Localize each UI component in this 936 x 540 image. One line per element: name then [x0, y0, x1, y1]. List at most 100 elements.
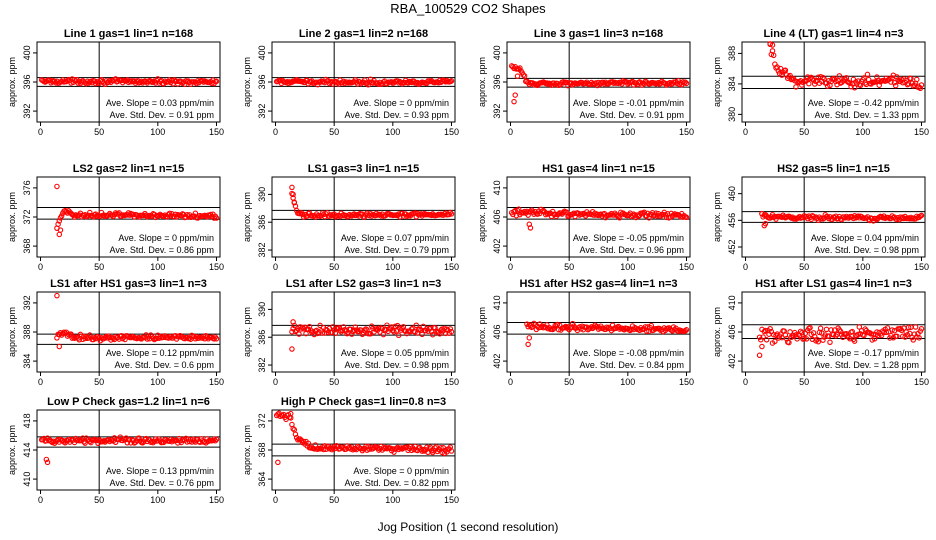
- y-tick-label: 372: [22, 209, 32, 224]
- data-point: [760, 334, 766, 340]
- x-tick-label: 100: [620, 127, 635, 137]
- data-point: [447, 209, 454, 216]
- x-tick-label: 50: [329, 262, 339, 272]
- data-point: [390, 446, 396, 452]
- data-point: [332, 330, 339, 337]
- data-point: [856, 324, 863, 330]
- x-tick-label: 0: [743, 127, 748, 137]
- y-tick-label: 380: [727, 107, 737, 122]
- slope-annotation: Ave. Slope = -0.08 ppm/min: [573, 348, 684, 358]
- x-tick-label: 0: [38, 127, 43, 137]
- data-point: [851, 338, 858, 344]
- panel-title: LS1 gas=3 lin=1 n=15: [308, 163, 420, 175]
- data-point: [914, 76, 920, 83]
- data-point: [849, 328, 856, 335]
- data-point: [616, 215, 623, 221]
- data-point: [391, 449, 397, 455]
- data-point: [319, 330, 326, 336]
- x-tick-label: 100: [385, 377, 400, 387]
- data-point: [150, 335, 156, 341]
- x-tick-label: 150: [679, 377, 694, 387]
- data-point: [210, 437, 216, 444]
- data-point: [199, 78, 206, 84]
- data-point: [44, 459, 51, 466]
- x-tick-label: 50: [564, 262, 574, 272]
- data-point: [683, 214, 690, 221]
- panel-title: Line 4 (LT) gas=1 lin=4 n=3: [763, 28, 903, 40]
- data-point: [912, 324, 919, 330]
- data-point: [78, 79, 85, 85]
- panel: HS1 after LS1 gas=4 lin=1 n=3 0 50 100 150 40…: [712, 278, 929, 387]
- x-tick-label: 100: [150, 377, 165, 387]
- x-tick-label: 50: [564, 377, 574, 387]
- data-point: [299, 324, 306, 331]
- x-tick-label: 100: [385, 127, 400, 137]
- panel-title: High P Check gas=1 lin=0.8 n=3: [281, 396, 446, 408]
- x-tick-label: 0: [743, 262, 748, 272]
- x-tick-label: 150: [444, 495, 459, 505]
- y-tick-label: 402: [727, 354, 737, 369]
- data-point: [683, 80, 690, 87]
- panel-grid: Line 1 gas=1 lin=1 n=168 0 50 100 150 392 396 4…: [7, 28, 929, 505]
- plot-frame: [741, 41, 926, 123]
- panel-title: HS2 gas=5 lin=1 n=15: [777, 163, 890, 175]
- data-point: [514, 73, 521, 79]
- data-point: [833, 78, 839, 85]
- slope-annotation: Ave. Slope = -0.42 ppm/min: [808, 98, 919, 108]
- slope-annotation: Ave. Slope = 0.07 ppm/min: [341, 233, 449, 243]
- data-point: [772, 338, 778, 345]
- y-axis-label: approx. ppm: [7, 192, 17, 242]
- slope-annotation: Ave. Slope = -0.05 ppm/min: [573, 233, 684, 243]
- data-point: [399, 210, 405, 217]
- data-point: [448, 78, 455, 84]
- data-point: [555, 82, 562, 89]
- data-point: [213, 78, 220, 85]
- data-point: [817, 325, 824, 332]
- data-point: [799, 329, 805, 336]
- data-point: [448, 328, 455, 335]
- panel-title: LS1 after LS2 gas=3 lin=1 n=3: [286, 278, 442, 290]
- data-point: [792, 215, 798, 221]
- slope-annotation: Ave. Slope = 0.12 ppm/min: [106, 348, 214, 358]
- data-point: [769, 42, 776, 48]
- data-point: [375, 447, 382, 453]
- data-point: [54, 292, 60, 299]
- data-points: [273, 410, 455, 466]
- data-point: [525, 212, 531, 218]
- data-point: [551, 80, 557, 86]
- data-point: [365, 82, 371, 88]
- data-point: [55, 221, 61, 227]
- data-point: [908, 75, 914, 82]
- slope-annotation: Ave. Slope = 0.04 ppm/min: [811, 233, 919, 243]
- x-tick-label: 150: [679, 262, 694, 272]
- data-point: [291, 426, 298, 433]
- data-point: [799, 82, 805, 88]
- y-tick-label: 410: [727, 295, 737, 310]
- data-point: [782, 67, 789, 73]
- x-tick-label: 150: [914, 262, 929, 272]
- data-points: [38, 76, 220, 88]
- x-tick-label: 50: [329, 495, 339, 505]
- data-points: [508, 63, 690, 105]
- data-points: [767, 41, 925, 91]
- data-point: [861, 332, 867, 339]
- std-dev-annotation: Ave. Std. Dev. = 0.91 ppm: [110, 110, 214, 120]
- x-tick-label: 150: [679, 127, 694, 137]
- data-point: [398, 79, 404, 86]
- data-point: [176, 334, 182, 340]
- y-tick-label: 386: [257, 215, 267, 230]
- y-tick-label: 410: [492, 180, 502, 195]
- data-point: [648, 322, 655, 329]
- data-point: [512, 92, 518, 98]
- data-point: [54, 183, 60, 190]
- data-point: [806, 80, 812, 87]
- data-point: [520, 72, 527, 78]
- data-point: [311, 331, 317, 338]
- data-point: [411, 446, 417, 453]
- y-tick-label: 418: [22, 413, 32, 428]
- panel-title: LS2 gas=2 lin=1 n=15: [73, 163, 185, 175]
- data-points: [54, 183, 220, 238]
- data-point: [894, 74, 900, 80]
- data-point: [815, 338, 821, 345]
- x-tick-label: 50: [799, 377, 809, 387]
